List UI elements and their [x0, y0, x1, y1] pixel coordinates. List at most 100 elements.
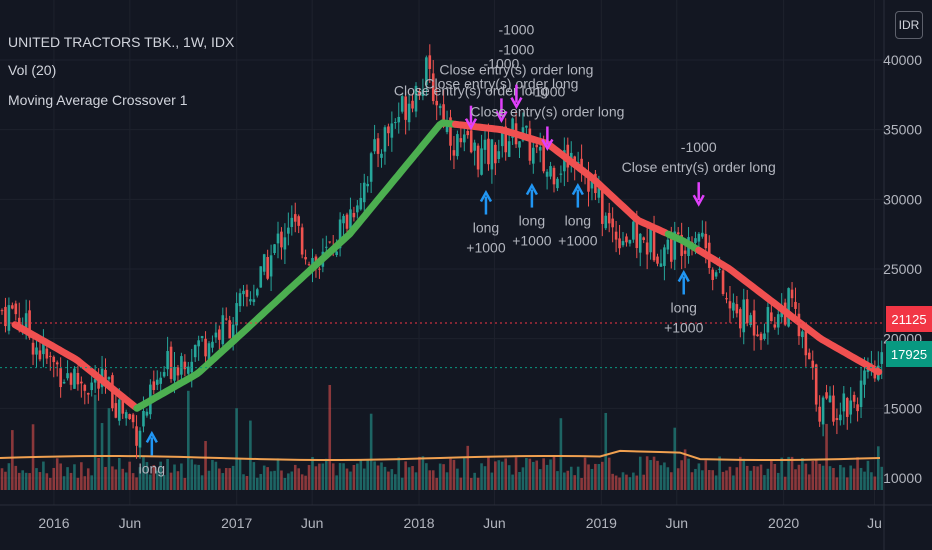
candle-body: [383, 127, 387, 152]
volume-bar: [587, 464, 590, 490]
candle-body: [697, 233, 701, 242]
candle-body: [380, 153, 383, 158]
volume-bar: [266, 467, 269, 490]
signal-label: long: [519, 213, 545, 229]
volume-bar: [204, 441, 207, 490]
candle-body: [449, 117, 452, 146]
signal-label: +1000: [664, 319, 704, 335]
volume-bar: [759, 464, 763, 490]
volume-bar: [93, 394, 97, 490]
candle-body: [76, 372, 80, 385]
time-axis[interactable]: 2016 Jun 2017 Jun 2018 Jun 2019 Jun 2020 Ju: [38, 515, 882, 531]
volume-bar: [621, 472, 625, 490]
candle-body: [152, 381, 156, 391]
volume-bar: [262, 465, 266, 490]
volume-bar: [525, 457, 528, 490]
volume-bar: [714, 475, 718, 490]
volume-bar: [649, 460, 652, 490]
volume-bar: [607, 457, 611, 490]
volume-bar: [580, 477, 583, 490]
volume-bar: [318, 463, 321, 490]
candle-body: [552, 167, 556, 185]
volume-bar: [556, 471, 559, 490]
volume-bar: [293, 464, 297, 490]
volume-bar: [42, 461, 45, 490]
volume-bar: [466, 445, 470, 490]
volume-bar: [445, 472, 449, 490]
candle-body: [11, 305, 14, 309]
volume-bar: [28, 473, 31, 490]
candle-body: [469, 130, 473, 153]
price-tag-close: 21125: [886, 306, 932, 332]
volume-bar: [224, 468, 228, 490]
signal-label: Close entry(s) order long: [439, 62, 593, 78]
signal-label: long: [565, 213, 591, 229]
volume-bar: [687, 458, 690, 490]
candle-body: [228, 320, 231, 339]
volume-bar: [155, 470, 159, 490]
volume-bar: [683, 449, 687, 490]
volume-bar: [673, 427, 677, 490]
volume-bar: [628, 477, 632, 490]
candle-body: [742, 299, 746, 333]
candle-body: [335, 251, 338, 256]
volume-bar: [611, 473, 614, 490]
volume-bar: [66, 467, 69, 490]
volume-bar: [397, 457, 401, 490]
volume-bar: [494, 461, 497, 490]
volume-bar: [804, 463, 808, 490]
candle-body: [304, 257, 307, 260]
candle-body: [635, 220, 639, 249]
volume-bar: [725, 470, 728, 490]
volume-bar: [62, 476, 66, 490]
strategy-legend[interactable]: Moving Average Crossover 1: [8, 92, 188, 108]
symbol-legend[interactable]: UNITED TRACTORS TBK., 1W, IDX: [8, 34, 235, 50]
volume-bar: [545, 464, 549, 490]
volume-bar: [418, 456, 421, 490]
candle-body: [180, 356, 183, 375]
candle-body: [625, 236, 628, 243]
signal-label: -1000: [499, 42, 535, 58]
volume-bar: [231, 465, 235, 490]
volume-bar: [142, 457, 145, 490]
volume-bar: [131, 473, 135, 490]
candle-body: [632, 221, 635, 240]
volume-bar: [304, 475, 307, 490]
volume-bar: [514, 457, 518, 490]
candle-body: [28, 310, 31, 338]
candle-body: [49, 355, 52, 357]
volume-bar: [38, 472, 42, 490]
long-arrow-head: [677, 269, 690, 283]
candle-body: [835, 418, 839, 420]
volume-bar: [218, 468, 221, 490]
volume-bar: [469, 477, 473, 490]
volume-bar: [11, 430, 14, 490]
candle-body: [118, 399, 121, 421]
candle-body: [245, 289, 249, 297]
volume-bar: [366, 460, 369, 490]
volume-bar: [411, 466, 414, 490]
volume-bar: [859, 467, 863, 490]
candle-body: [749, 315, 752, 326]
volume-legend[interactable]: Vol (20): [8, 62, 57, 78]
currency-badge[interactable]: IDR: [895, 11, 923, 39]
candle-body: [369, 153, 373, 182]
volume-bar: [121, 468, 125, 490]
candle-body: [638, 233, 642, 253]
volume-bar: [452, 459, 456, 490]
ma-segment: [695, 246, 883, 376]
volume-bar: [149, 474, 152, 490]
candle-body: [342, 215, 345, 224]
volume-bar: [45, 473, 49, 490]
candle-body: [601, 185, 604, 224]
volume-bar: [414, 472, 418, 490]
volume-bar: [500, 461, 504, 490]
volume-bar: [280, 470, 283, 490]
candle-body: [597, 188, 601, 198]
volume-bar: [211, 460, 214, 490]
candle-body: [442, 104, 445, 127]
volume-bar: [518, 471, 521, 490]
candle-body: [162, 372, 166, 377]
volume-bar: [745, 465, 749, 490]
